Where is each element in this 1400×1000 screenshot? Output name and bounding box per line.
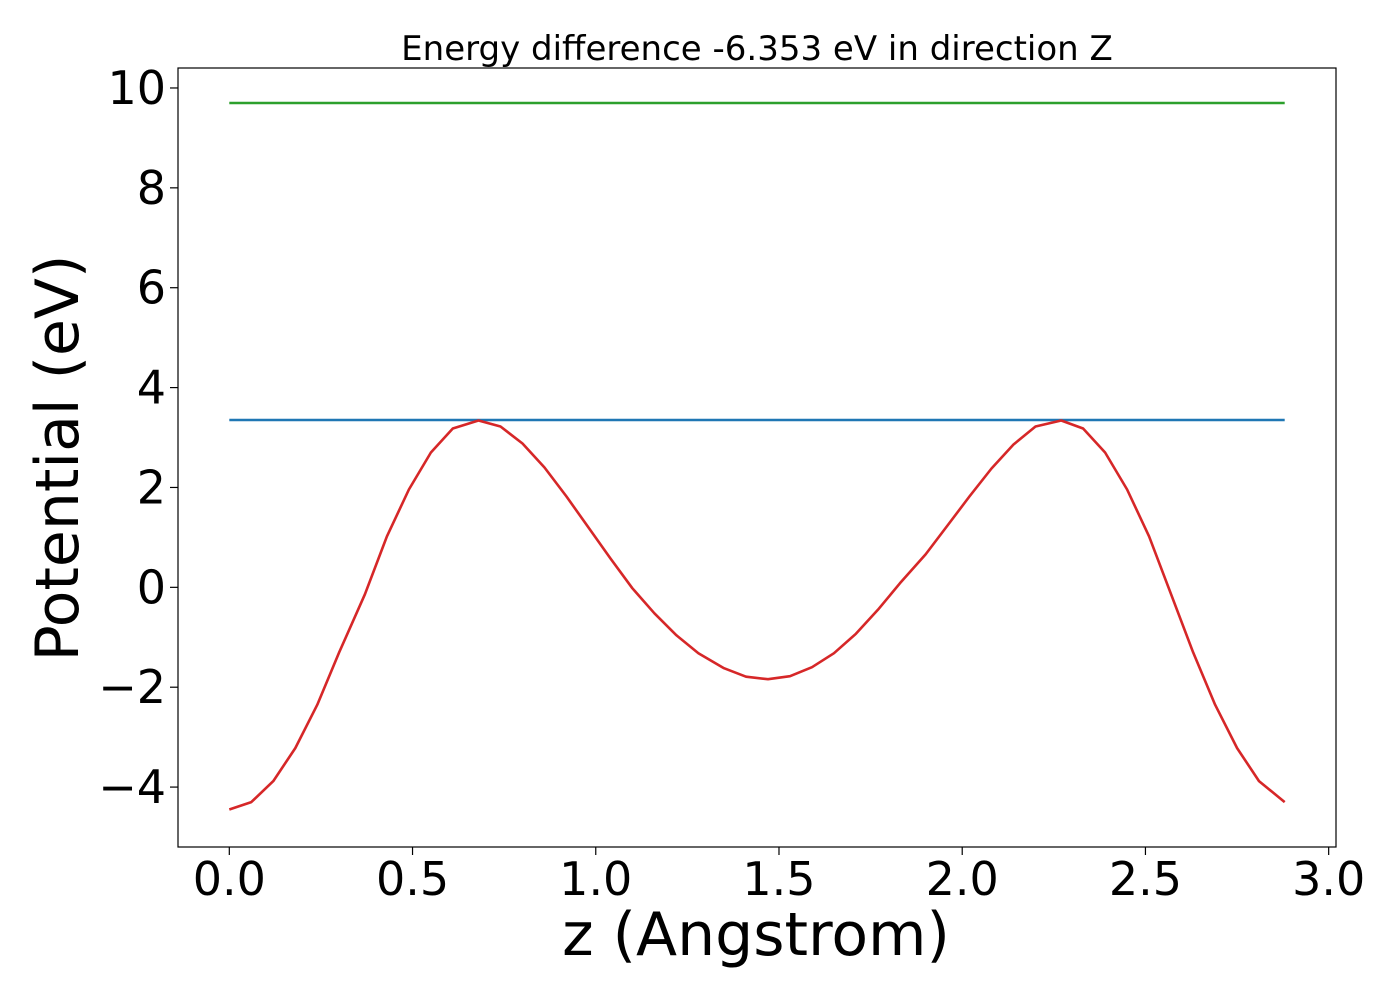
y-tick-label: 2 xyxy=(137,460,166,514)
x-tick-label: 0.0 xyxy=(193,852,266,906)
y-tick-label: 4 xyxy=(137,361,166,415)
x-tick-label: 0.5 xyxy=(376,852,449,906)
x-tick-label: 3.0 xyxy=(1292,852,1365,906)
x-tick-label: 1.5 xyxy=(742,852,815,906)
series-line-3 xyxy=(228,419,1286,811)
axes-frame xyxy=(177,67,1337,848)
y-tick-label: 8 xyxy=(137,161,166,215)
x-axis-label: z (Angstrom) xyxy=(562,900,950,970)
y-tick-label: −2 xyxy=(98,660,166,714)
y-tick-label: 10 xyxy=(107,61,166,115)
y-tick-label: 6 xyxy=(137,261,166,315)
y-tick-label: 0 xyxy=(137,560,166,614)
x-tick-label: 2.5 xyxy=(1109,852,1182,906)
x-axis-ticks: 0.0 0.5 1.0 1.5 2.0 2.5 3.0 xyxy=(193,847,1365,906)
y-tick-label: −4 xyxy=(98,760,166,814)
y-axis-ticks: −4 −2 0 2 4 6 8 10 xyxy=(98,61,178,814)
x-tick-label: 1.0 xyxy=(559,852,632,906)
y-axis-label: Potential (eV) xyxy=(23,255,93,662)
plot-area: 0.0 0.5 1.0 1.5 2.0 2.5 3.0 −4 −2 0 2 4 6 8 10 xyxy=(98,61,1365,906)
x-tick-label: 2.0 xyxy=(926,852,999,906)
series-layer xyxy=(228,101,1286,811)
chart-title: Energy difference -6.353 eV in direction… xyxy=(401,29,1113,69)
